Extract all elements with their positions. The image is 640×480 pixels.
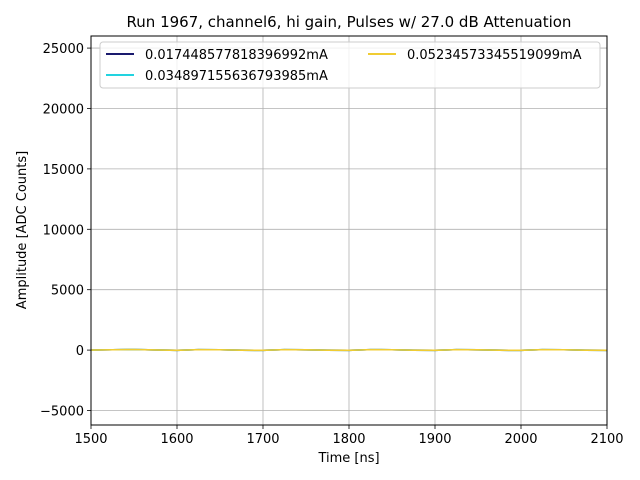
y-tick-label: 5000 xyxy=(51,284,84,299)
y-tick-label: 15000 xyxy=(43,163,84,178)
y-axis-label: Amplitude [ADC Counts] xyxy=(15,151,30,309)
x-tick-label: 2100 xyxy=(590,432,623,447)
x-tick-label: 1800 xyxy=(332,432,365,447)
x-tick-label: 2000 xyxy=(504,432,537,447)
legend: 0.017448577818396992mA 0.034897155636793… xyxy=(99,41,601,89)
legend-label: 0.05234573345519099mA xyxy=(407,48,582,63)
x-tick-label: 1600 xyxy=(160,432,193,447)
series-lines xyxy=(90,348,608,352)
y-tick-label: 25000 xyxy=(43,42,84,57)
chart-title: Run 1967, channel6, hi gain, Pulses w/ 2… xyxy=(127,13,572,31)
axis-ticks: 1500 1600 1700 1800 1900 2000 2100 −5000 0 5000 10… xyxy=(40,42,624,447)
y-tick-label: 0 xyxy=(76,344,84,359)
y-tick-label: −5000 xyxy=(40,405,84,420)
x-axis-label: Time [ns] xyxy=(317,451,379,466)
legend-label: 0.034897155636793985mA xyxy=(145,69,328,84)
y-tick-label: 10000 xyxy=(43,223,84,238)
x-tick-label: 1500 xyxy=(74,432,107,447)
series-line xyxy=(90,348,608,352)
y-tick-label: 20000 xyxy=(43,102,84,117)
x-tick-label: 1700 xyxy=(246,432,279,447)
x-tick-label: 1900 xyxy=(418,432,451,447)
legend-box xyxy=(99,41,601,89)
legend-label: 0.017448577818396992mA xyxy=(145,48,328,63)
